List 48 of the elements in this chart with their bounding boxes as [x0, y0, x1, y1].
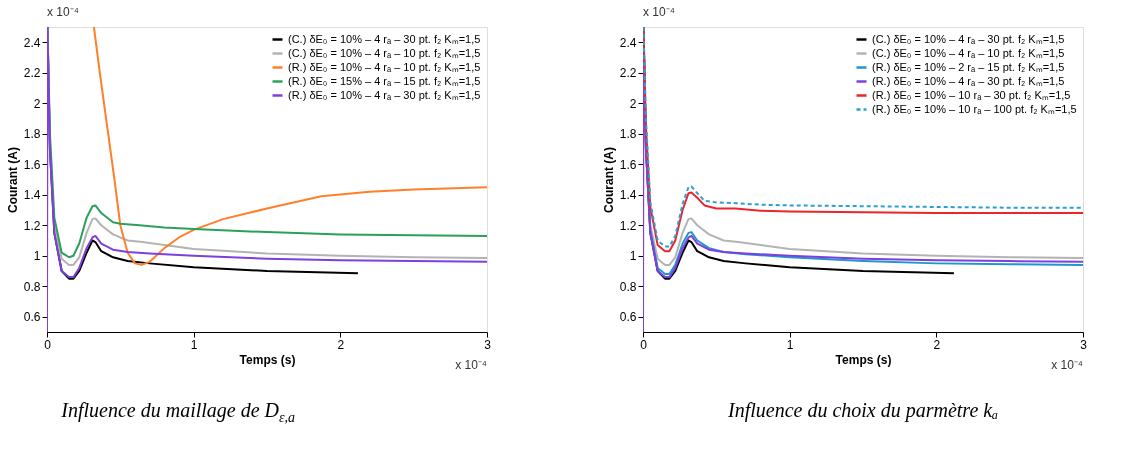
text: Influence du choix du parmètre kₐ: [726, 399, 999, 422]
x-tick-label: 3: [484, 337, 492, 352]
legend-label: (R.) δE₀ = 10% – 2 rₐ – 15 pt. f₂ Kₘ=1,5: [872, 60, 1065, 73]
legend-label: (R.) δE₀ = 10% – 10 rₐ – 30 pt. f₂ Kₘ=1,5: [872, 88, 1071, 101]
y-tick-label: 1.2: [619, 218, 637, 233]
y-tick-label: 1.6: [23, 157, 41, 172]
x-tick-label: 1: [786, 337, 794, 352]
x-tick-label: 0: [640, 337, 648, 352]
y-tick-label: 2.2: [619, 66, 637, 81]
y-tick-label: 0.8: [23, 279, 41, 294]
legend-label: (R.) δE₀ = 10% – 10 rₐ – 100 pt. f₂ Kₘ=1,5: [872, 102, 1077, 115]
legend-label: (C.) δE₀ = 10% – 4 rₐ – 10 pt. f₂ Kₘ=1,5: [872, 46, 1065, 59]
y-tick-label: 1.8: [619, 127, 637, 142]
y-tick-label: 2.4: [23, 35, 41, 50]
legend-label: (R.) δE₀ = 10% – 4 rₐ – 30 pt. f₂ Kₘ=1,5: [288, 88, 481, 101]
text: x 10⁻⁴: [47, 5, 79, 19]
y-axis-title: Courant (A): [5, 147, 20, 213]
legend-label: (R.) δE₀ = 10% – 4 rₐ – 30 pt. f₂ Kₘ=1,5: [872, 74, 1065, 87]
x-tick-label: 3: [1080, 337, 1088, 352]
x-axis-title: Temps (s): [239, 352, 296, 367]
x-tick-label: 2: [337, 337, 345, 352]
legend-label: (C.) δE₀ = 10% – 4 rₐ – 10 pt. f₂ Kₘ=1,5: [288, 46, 481, 59]
x-tick-label: 1: [190, 337, 198, 352]
y-tick-label: 1.6: [619, 157, 637, 172]
y-tick-label: 0.6: [619, 310, 637, 325]
y-axis-title: Courant (A): [601, 147, 616, 213]
y-tick-label: 2: [33, 96, 41, 111]
y-tick-label: 2: [629, 96, 637, 111]
legend-label: (C.) δE₀ = 10% – 4 rₐ – 30 pt. f₂ Kₘ=1,5: [288, 32, 481, 45]
y-tick-label: 1: [629, 249, 637, 264]
y-tick-label: 1.2: [23, 218, 41, 233]
y-tick-label: 1.4: [619, 188, 637, 203]
y-tick-label: 1.8: [23, 127, 41, 142]
legend-label: (R.) δE₀ = 15% – 4 rₐ – 15 pt. f₂ Kₘ=1,5: [288, 74, 481, 87]
legend-label: (C.) δE₀ = 10% – 4 rₐ – 30 pt. f₂ Kₘ=1,5: [872, 32, 1065, 45]
x-axis-title: Temps (s): [835, 352, 892, 367]
text: x 10⁻⁴: [455, 358, 487, 372]
y-tick-label: 0.6: [23, 310, 41, 325]
legend-label: (R.) δE₀ = 10% – 4 rₐ – 10 pt. f₂ Kₘ=1,5: [288, 60, 481, 73]
y-tick-label: 2.4: [619, 35, 637, 50]
y-tick-label: 2.2: [23, 66, 41, 81]
text: x 10⁻⁴: [1051, 358, 1083, 372]
y-tick-label: 1: [33, 249, 41, 264]
y-tick-label: 0.8: [619, 279, 637, 294]
x-tick-label: 0: [44, 337, 52, 352]
text: x 10⁻⁴: [643, 5, 675, 19]
y-tick-label: 1.4: [23, 188, 41, 203]
x-tick-label: 2: [933, 337, 941, 352]
